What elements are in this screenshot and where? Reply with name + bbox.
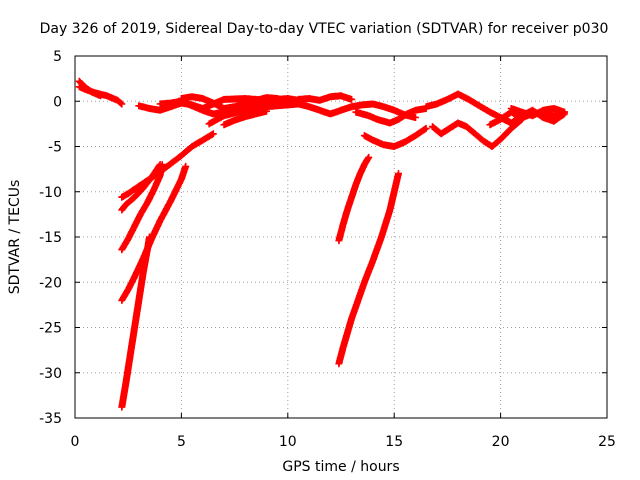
data-point-markers — [118, 130, 217, 201]
series-track-9 — [118, 161, 164, 214]
x-tick-label: 5 — [177, 434, 186, 450]
data-point-markers — [294, 92, 356, 104]
series-track-19 — [429, 115, 526, 150]
x-tick-label: 25 — [598, 434, 616, 450]
y-tick-label: -5 — [48, 140, 62, 156]
series-track-13 — [294, 92, 356, 104]
data-point-markers — [75, 77, 104, 100]
chart-title: Day 326 of 2019, Sidereal Day-to-day VTE… — [40, 21, 609, 37]
x-tick-labels: 0 5 10 15 20 25 — [71, 434, 616, 450]
y-tick-label: 0 — [53, 94, 62, 110]
series-track-12 — [118, 233, 153, 411]
series-track-6 — [205, 100, 302, 128]
y-tick-label: -35 — [39, 411, 62, 427]
data-point-markers — [118, 161, 166, 254]
series-track-10 — [118, 161, 166, 254]
data-marks — [75, 77, 568, 411]
series-track-14 — [294, 100, 356, 118]
series-track-16 — [352, 105, 430, 127]
data-point-markers — [429, 115, 526, 150]
y-tick-label: -10 — [39, 185, 62, 201]
data-point-markers — [118, 233, 153, 411]
series-track-17 — [360, 124, 430, 150]
series-track-7 — [220, 107, 270, 129]
data-point-markers — [205, 100, 302, 128]
series-track-24 — [335, 170, 402, 368]
y-tick-label: -15 — [39, 230, 62, 246]
data-point-markers — [177, 93, 302, 112]
y-tick-label: -20 — [39, 275, 62, 291]
series-track-8 — [118, 130, 217, 201]
x-axis-label: GPS time / hours — [282, 459, 399, 475]
data-point-markers — [220, 107, 270, 129]
data-point-markers — [335, 170, 402, 368]
x-tick-label: 10 — [279, 434, 297, 450]
y-tick-label: -30 — [39, 366, 62, 382]
data-point-markers — [507, 105, 568, 120]
data-point-markers — [360, 124, 430, 150]
x-tick-label: 0 — [71, 434, 80, 450]
y-tick-label: 5 — [53, 49, 62, 65]
series-track-22 — [507, 105, 568, 120]
data-point-markers — [352, 105, 430, 127]
data-point-markers — [118, 161, 164, 214]
y-axis-label: SDTVAR / TECUs — [7, 180, 23, 295]
x-tick-label: 15 — [385, 434, 403, 450]
series-track-5 — [177, 93, 302, 112]
y-tick-label: -25 — [39, 321, 62, 337]
y-tick-labels: 5 0 -5 -10 -15 -20 -25 -30 -35 — [39, 49, 62, 427]
data-point-markers — [335, 153, 373, 245]
data-point-markers — [294, 100, 356, 118]
x-tick-label: 20 — [492, 434, 510, 450]
series-track-2 — [75, 77, 104, 100]
tick-layer — [74, 55, 608, 419]
series-track-23 — [335, 153, 373, 245]
